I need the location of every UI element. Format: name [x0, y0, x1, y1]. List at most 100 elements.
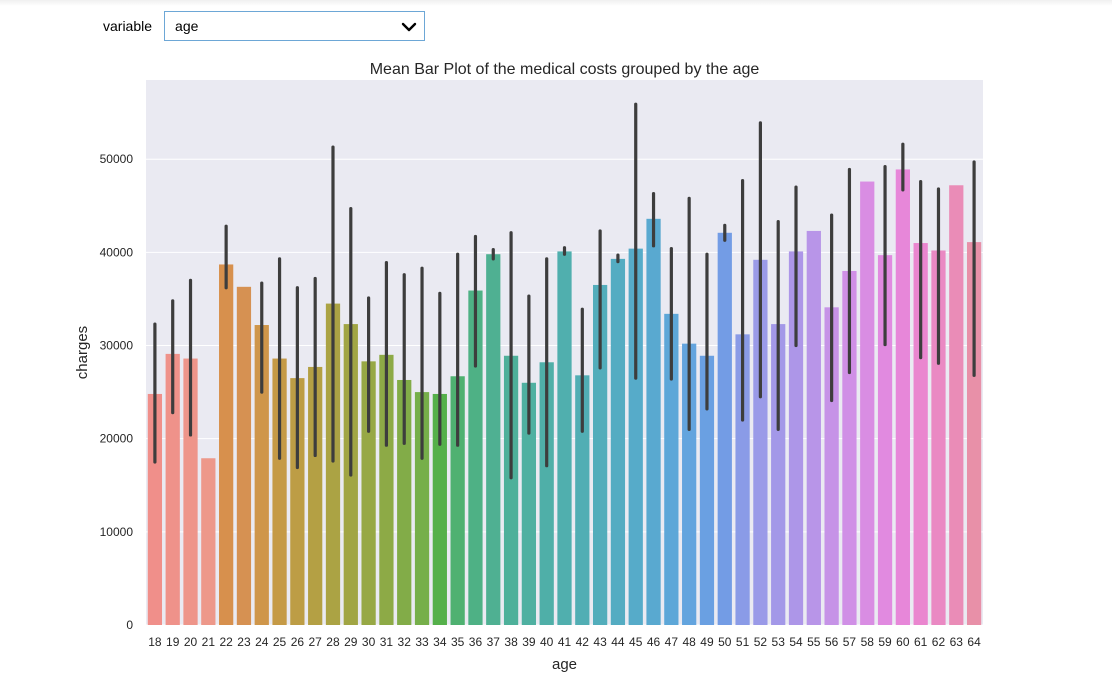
bar-age-28 — [325, 303, 341, 625]
bars — [147, 169, 982, 626]
bar-age-45 — [628, 248, 643, 625]
error-bars — [153, 102, 976, 480]
x-tick-label: 37 — [487, 635, 501, 649]
y-tick-label: 0 — [126, 618, 133, 632]
bar-age-48 — [682, 343, 697, 625]
bar-age-51 — [735, 334, 750, 625]
bar-age-23 — [236, 286, 252, 625]
variable-label: variable — [103, 18, 153, 34]
bar-age-31 — [379, 354, 394, 625]
x-tick-label: 30 — [362, 635, 376, 649]
x-tick-label: 57 — [843, 635, 857, 649]
bar-age-62 — [931, 250, 946, 625]
x-tick-label: 18 — [148, 635, 162, 649]
x-tick-label: 32 — [398, 635, 412, 649]
x-tick-label: 56 — [825, 635, 839, 649]
bar-age-24 — [254, 325, 269, 625]
bar-age-37 — [486, 254, 501, 625]
bar-age-27 — [308, 366, 323, 625]
x-tick-label: 28 — [326, 635, 340, 649]
y-tick-label: 20000 — [100, 432, 134, 446]
x-tick-label: 53 — [772, 635, 786, 649]
x-tick-label: 61 — [914, 635, 928, 649]
x-tick-label: 48 — [682, 635, 696, 649]
bar-age-57 — [842, 270, 857, 625]
x-tick-label: 25 — [273, 635, 287, 649]
bar-age-18 — [147, 393, 163, 625]
bar-age-35 — [450, 376, 465, 625]
x-axis-label: age — [552, 656, 577, 673]
bar-age-63 — [949, 185, 964, 625]
x-tick-label: 63 — [950, 635, 964, 649]
x-tick-label: 52 — [754, 635, 768, 649]
x-tick-label: 34 — [433, 635, 447, 649]
chevron-down-icon — [401, 22, 417, 32]
bar-age-32 — [397, 379, 412, 625]
x-tick-label: 59 — [878, 635, 892, 649]
bar-age-44 — [610, 258, 626, 625]
y-tick-labels: 0 10000 20000 30000 40000 50000 — [100, 152, 134, 632]
variable-dropdown[interactable]: age — [164, 11, 426, 41]
bar-age-43 — [592, 284, 608, 625]
y-axis-label: charges — [74, 326, 91, 379]
bar-age-21 — [201, 458, 216, 625]
x-tick-label: 49 — [700, 635, 714, 649]
x-tick-label: 31 — [380, 635, 394, 649]
chart-title: Mean Bar Plot of the medical costs group… — [370, 61, 760, 78]
x-tick-label: 38 — [504, 635, 518, 649]
bar-age-46 — [646, 218, 661, 626]
x-tick-label: 60 — [896, 635, 910, 649]
y-tick-label: 50000 — [100, 152, 134, 166]
y-tick-label: 40000 — [100, 245, 134, 259]
x-tick-label: 44 — [611, 635, 625, 649]
bar-age-22 — [219, 264, 234, 625]
bar-age-25 — [272, 358, 287, 625]
bar-age-33 — [414, 392, 430, 625]
bar-age-47 — [664, 313, 679, 625]
x-tick-label: 46 — [647, 635, 661, 649]
x-tick-label: 42 — [576, 635, 590, 649]
x-tick-label: 58 — [861, 635, 875, 649]
x-tick-label: 29 — [344, 635, 358, 649]
x-tick-label: 64 — [967, 635, 981, 649]
bar-age-38 — [503, 355, 519, 625]
x-tick-label: 54 — [789, 635, 803, 649]
bar-age-40 — [539, 362, 554, 625]
x-tick-label: 55 — [807, 635, 821, 649]
x-tick-label: 35 — [451, 635, 465, 649]
bar-age-53 — [771, 324, 786, 625]
x-tick-label: 40 — [540, 635, 554, 649]
x-tick-label: 20 — [184, 635, 198, 649]
bar-age-19 — [165, 353, 180, 625]
bar-age-61 — [913, 243, 928, 626]
x-tick-label: 26 — [291, 635, 305, 649]
variable-selector: variable age — [103, 9, 426, 43]
bar-age-34 — [432, 393, 447, 625]
bar-age-60 — [895, 169, 910, 625]
bar-age-39 — [521, 382, 537, 625]
bar-age-56 — [824, 307, 839, 625]
bar-age-52 — [753, 259, 768, 625]
bar-age-55 — [806, 230, 821, 625]
x-tick-label: 24 — [255, 635, 269, 649]
bar-age-49 — [699, 355, 715, 625]
bar-age-36 — [468, 290, 483, 625]
x-tick-label: 39 — [522, 635, 536, 649]
x-tick-label: 62 — [932, 635, 946, 649]
x-tick-label: 41 — [558, 635, 572, 649]
bar-age-54 — [788, 251, 804, 625]
x-tick-label: 43 — [593, 635, 607, 649]
x-tick-label: 27 — [309, 635, 323, 649]
x-tick-label: 36 — [469, 635, 483, 649]
y-tick-label: 30000 — [100, 339, 134, 353]
page-top-shadow — [0, 0, 1112, 6]
x-tick-label: 45 — [629, 635, 643, 649]
bar-age-64 — [966, 242, 982, 625]
x-tick-labels: 18 19 20 21 22 23 24 25 26 27 28 29 30 31 32 33 34 35 36 37… — [148, 635, 981, 649]
x-tick-label: 21 — [202, 635, 216, 649]
bar-age-20 — [183, 358, 198, 625]
x-tick-label: 23 — [237, 635, 251, 649]
y-tick-label: 10000 — [100, 525, 134, 539]
bar-age-42 — [575, 375, 590, 625]
